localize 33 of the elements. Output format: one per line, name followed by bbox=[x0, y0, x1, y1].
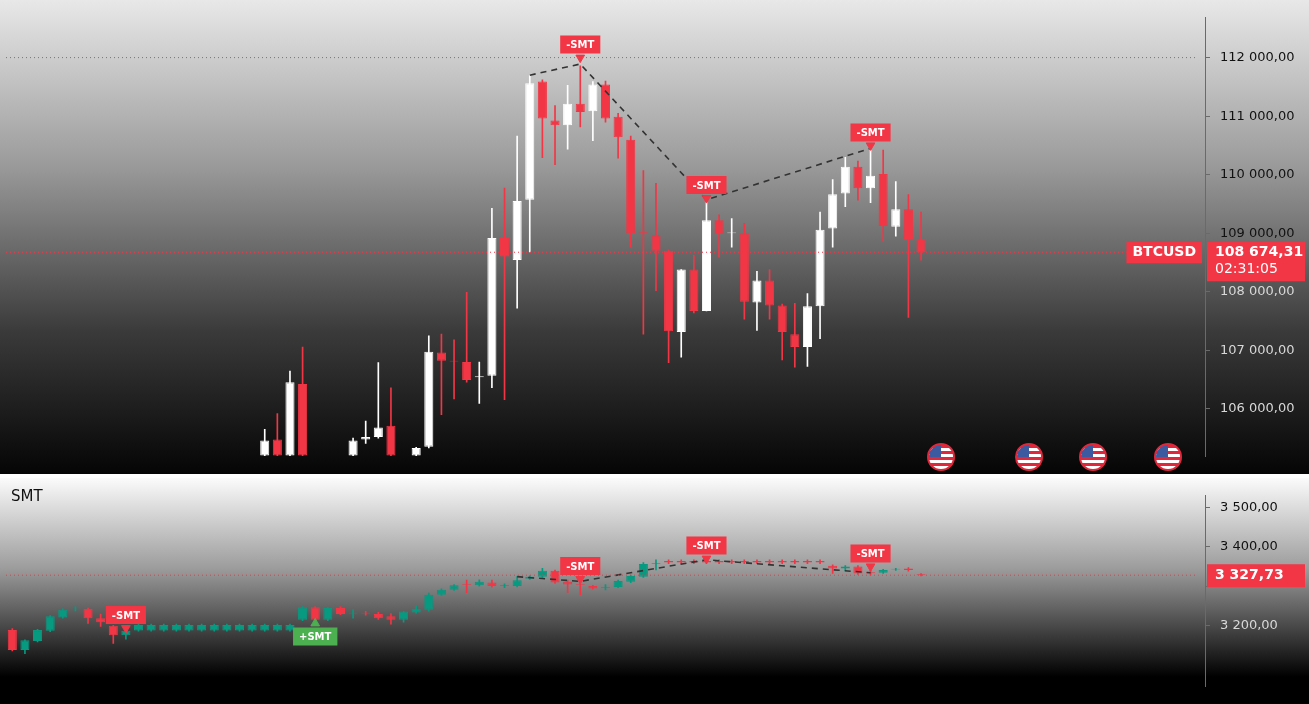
annotation: BTCUSD bbox=[1132, 242, 1197, 259]
data-label: -SMT bbox=[111, 609, 141, 621]
candlestick bbox=[373, 362, 383, 439]
data-label: -SMT bbox=[692, 540, 721, 552]
y-tick-label: 107 000,00 bbox=[1220, 341, 1295, 357]
candlestick bbox=[361, 420, 371, 444]
data-label: -SMT bbox=[566, 39, 595, 51]
text: 02:31:05 bbox=[1215, 259, 1278, 276]
y-tick-label: 109 000,00 bbox=[1220, 224, 1295, 240]
data-label: -SMT bbox=[856, 548, 885, 560]
point bbox=[121, 625, 131, 634]
y-tick-label: 3 500,00 bbox=[1220, 498, 1278, 514]
y-tick-label: 3 200,00 bbox=[1220, 616, 1278, 632]
data-label: -SMT bbox=[856, 126, 885, 138]
data-label: -SMT bbox=[692, 179, 721, 191]
point bbox=[865, 563, 876, 572]
data-label: +SMT bbox=[299, 630, 332, 642]
y-tick-label: 3 400,00 bbox=[1220, 538, 1278, 554]
candlestick bbox=[790, 303, 800, 368]
ref-line-label: 3 327,73 bbox=[1215, 565, 1284, 582]
y-tick-label: 110 000,00 bbox=[1220, 166, 1295, 182]
ref-line-label: 108 674,31 bbox=[1215, 242, 1304, 259]
point bbox=[575, 576, 586, 585]
candlestick bbox=[575, 65, 585, 128]
y-tick-label: 106 000,00 bbox=[1220, 400, 1295, 416]
y-tick-label: 112 000,00 bbox=[1220, 48, 1295, 64]
y-tick-label: 108 000,00 bbox=[1220, 283, 1295, 299]
chart-title: SMT bbox=[11, 487, 43, 505]
data-label: -SMT bbox=[566, 560, 595, 572]
point bbox=[575, 54, 586, 64]
point bbox=[865, 142, 876, 151]
point bbox=[701, 195, 712, 204]
y-tick-label: 111 000,00 bbox=[1220, 107, 1295, 123]
